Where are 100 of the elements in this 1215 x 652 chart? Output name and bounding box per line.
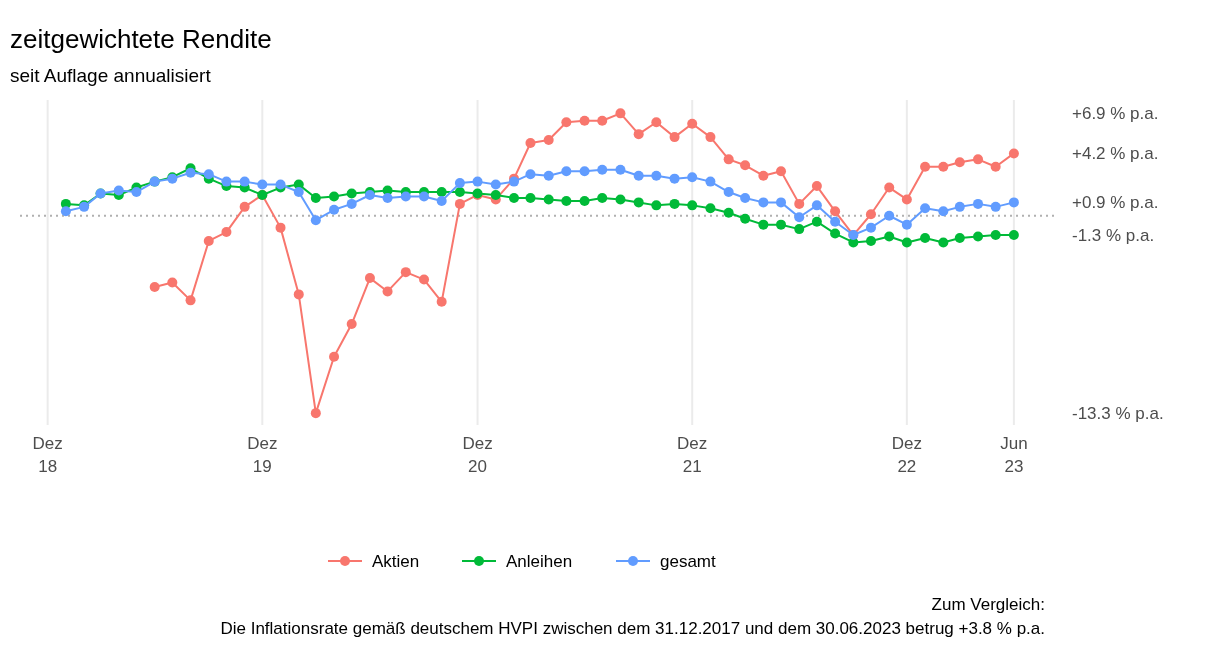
point xyxy=(830,216,841,227)
point xyxy=(901,194,912,205)
point xyxy=(561,166,572,177)
point xyxy=(382,192,393,203)
point xyxy=(346,188,357,199)
point xyxy=(633,170,644,181)
point xyxy=(884,231,895,242)
x-tick-label: Dez 18 xyxy=(32,434,63,476)
x-tick-label: Dez 22 xyxy=(891,434,922,476)
point xyxy=(901,237,912,248)
point xyxy=(669,173,680,184)
point xyxy=(454,187,465,198)
point xyxy=(310,192,321,203)
point xyxy=(185,295,196,306)
point xyxy=(740,160,751,171)
point xyxy=(597,192,608,203)
chart-subtitle: seit Auflage annualisiert xyxy=(10,65,212,86)
point xyxy=(346,319,357,330)
point xyxy=(400,191,411,202)
point xyxy=(811,181,822,192)
point xyxy=(454,178,465,189)
point xyxy=(60,206,71,217)
point xyxy=(776,166,786,177)
point xyxy=(454,198,465,209)
point xyxy=(811,200,822,211)
point xyxy=(973,154,984,165)
point xyxy=(239,176,250,187)
point xyxy=(329,204,340,215)
point xyxy=(811,216,822,227)
point xyxy=(973,231,984,242)
point xyxy=(293,289,304,300)
point xyxy=(758,197,769,208)
point xyxy=(149,281,160,292)
point xyxy=(167,277,178,288)
point xyxy=(865,222,876,233)
point xyxy=(346,198,357,209)
point xyxy=(758,170,769,181)
point xyxy=(669,198,680,209)
point xyxy=(364,273,375,284)
point xyxy=(419,191,430,202)
point xyxy=(490,179,501,190)
point xyxy=(651,200,662,211)
point xyxy=(131,187,142,198)
point xyxy=(275,222,286,233)
point xyxy=(579,195,590,206)
point xyxy=(990,230,1001,241)
point xyxy=(436,187,447,198)
point xyxy=(776,197,786,208)
point xyxy=(400,267,411,278)
point xyxy=(723,187,734,198)
point xyxy=(794,224,805,235)
point xyxy=(113,185,124,196)
point xyxy=(776,219,786,230)
point xyxy=(633,197,644,208)
point xyxy=(884,182,895,193)
point xyxy=(579,166,590,177)
point xyxy=(954,201,965,212)
point xyxy=(938,206,949,217)
y-tick-label: +0.9 % p.a. xyxy=(1072,193,1159,213)
point xyxy=(830,228,841,239)
point xyxy=(794,198,805,209)
text: Die Inflationsrate gemäß deutschem HVPI zwischen dem 31.12.2017 und dem 30.06.2023 betrug +3.8 % p.a. xyxy=(220,619,1045,638)
point xyxy=(239,201,250,212)
point xyxy=(329,191,340,202)
point xyxy=(615,108,626,119)
text: Zum Vergleich: xyxy=(931,595,1045,614)
point xyxy=(615,194,626,205)
point xyxy=(597,164,608,175)
point xyxy=(203,235,214,246)
point xyxy=(1008,197,1019,208)
point xyxy=(669,132,680,143)
x-tick-label: Dez 21 xyxy=(677,434,708,476)
point xyxy=(436,296,447,307)
point xyxy=(651,170,662,181)
point xyxy=(382,286,393,297)
point xyxy=(884,210,895,221)
chart-title: zeitgewichtete Rendite xyxy=(10,24,272,54)
point xyxy=(920,203,931,214)
point xyxy=(705,176,716,187)
point xyxy=(687,118,698,129)
point xyxy=(990,201,1001,212)
point xyxy=(901,219,912,230)
legend-label: Anleihen xyxy=(506,551,573,571)
point xyxy=(221,227,232,238)
point xyxy=(490,189,501,200)
point xyxy=(938,161,949,172)
legend-label: Aktien xyxy=(372,551,420,571)
point xyxy=(525,169,536,180)
point xyxy=(203,169,214,180)
point xyxy=(561,117,572,128)
point xyxy=(705,132,716,143)
point xyxy=(221,176,232,187)
x-tick-label: Jun 23 xyxy=(1000,434,1028,476)
point xyxy=(525,138,536,149)
x-tick-label: Dez 19 xyxy=(247,434,278,476)
y-tick-label: -13.3 % p.a. xyxy=(1072,404,1164,424)
point xyxy=(830,206,841,217)
point xyxy=(723,207,734,218)
point xyxy=(329,351,340,362)
point xyxy=(543,170,554,181)
